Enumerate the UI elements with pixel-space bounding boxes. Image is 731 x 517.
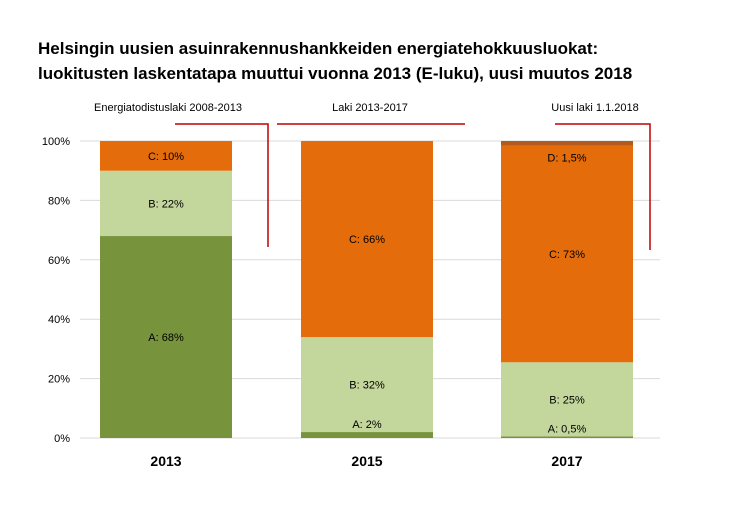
data-label: A: 68%	[148, 332, 184, 344]
bar-segment-b	[301, 337, 433, 433]
y-axis-ticks: 0% 20% 40% 60% 80% 100%	[42, 136, 70, 445]
data-label: D: 1,5%	[547, 152, 586, 164]
y-tick-label: 20%	[48, 374, 70, 386]
x-tick-label: 2017	[551, 453, 582, 469]
bar-segment-a	[301, 432, 433, 438]
annotation-label: Laki 2013-2017	[332, 102, 408, 114]
x-tick-label: 2013	[150, 453, 181, 469]
annotation-label: Energiatodistuslaki 2008-2013	[94, 102, 242, 114]
annotations: Energiatodistuslaki 2008-2013 Laki 2013-2…	[94, 102, 651, 250]
y-tick-label: 100%	[42, 136, 70, 148]
bar-segment-a	[100, 236, 232, 438]
annotation-line	[175, 123, 269, 247]
bar-segment-a	[501, 436, 633, 438]
data-label: B: 22%	[148, 198, 184, 210]
data-label: A: 2%	[352, 419, 382, 431]
bar-segment-c	[100, 141, 232, 171]
chart-title-line-2: luokitusten laskentatapa muuttui vuonna …	[38, 64, 632, 83]
x-axis-ticks: 2013 2015 2017	[150, 453, 582, 469]
x-tick-label: 2015	[351, 453, 382, 469]
bar-segment-b	[501, 362, 633, 437]
bar-segment-b	[100, 170, 232, 237]
data-label: A: 0,5%	[548, 424, 587, 436]
data-label: B: 32%	[349, 380, 385, 392]
data-label: C: 66%	[349, 234, 385, 246]
annotation-line	[555, 123, 651, 250]
bar-segment-c	[301, 141, 433, 338]
y-tick-label: 0%	[54, 433, 70, 445]
y-tick-label: 40%	[48, 314, 70, 326]
data-label: B: 25%	[549, 394, 585, 406]
bar-segment-d	[501, 141, 633, 146]
bars: A: 68% B: 22% C: 10% A: 2% B: 32% C: 66% A: 0,…	[100, 141, 633, 438]
annotation-label: Uusi laki 1.1.2018	[551, 102, 638, 114]
y-tick-label: 80%	[48, 195, 70, 207]
data-label: C: 73%	[549, 249, 585, 261]
data-label: C: 10%	[148, 151, 184, 163]
bar-segment-c	[501, 145, 633, 363]
chart-title-line-1: Helsingin uusien asuinrakennushankkeiden…	[38, 39, 598, 58]
y-tick-label: 60%	[48, 255, 70, 267]
